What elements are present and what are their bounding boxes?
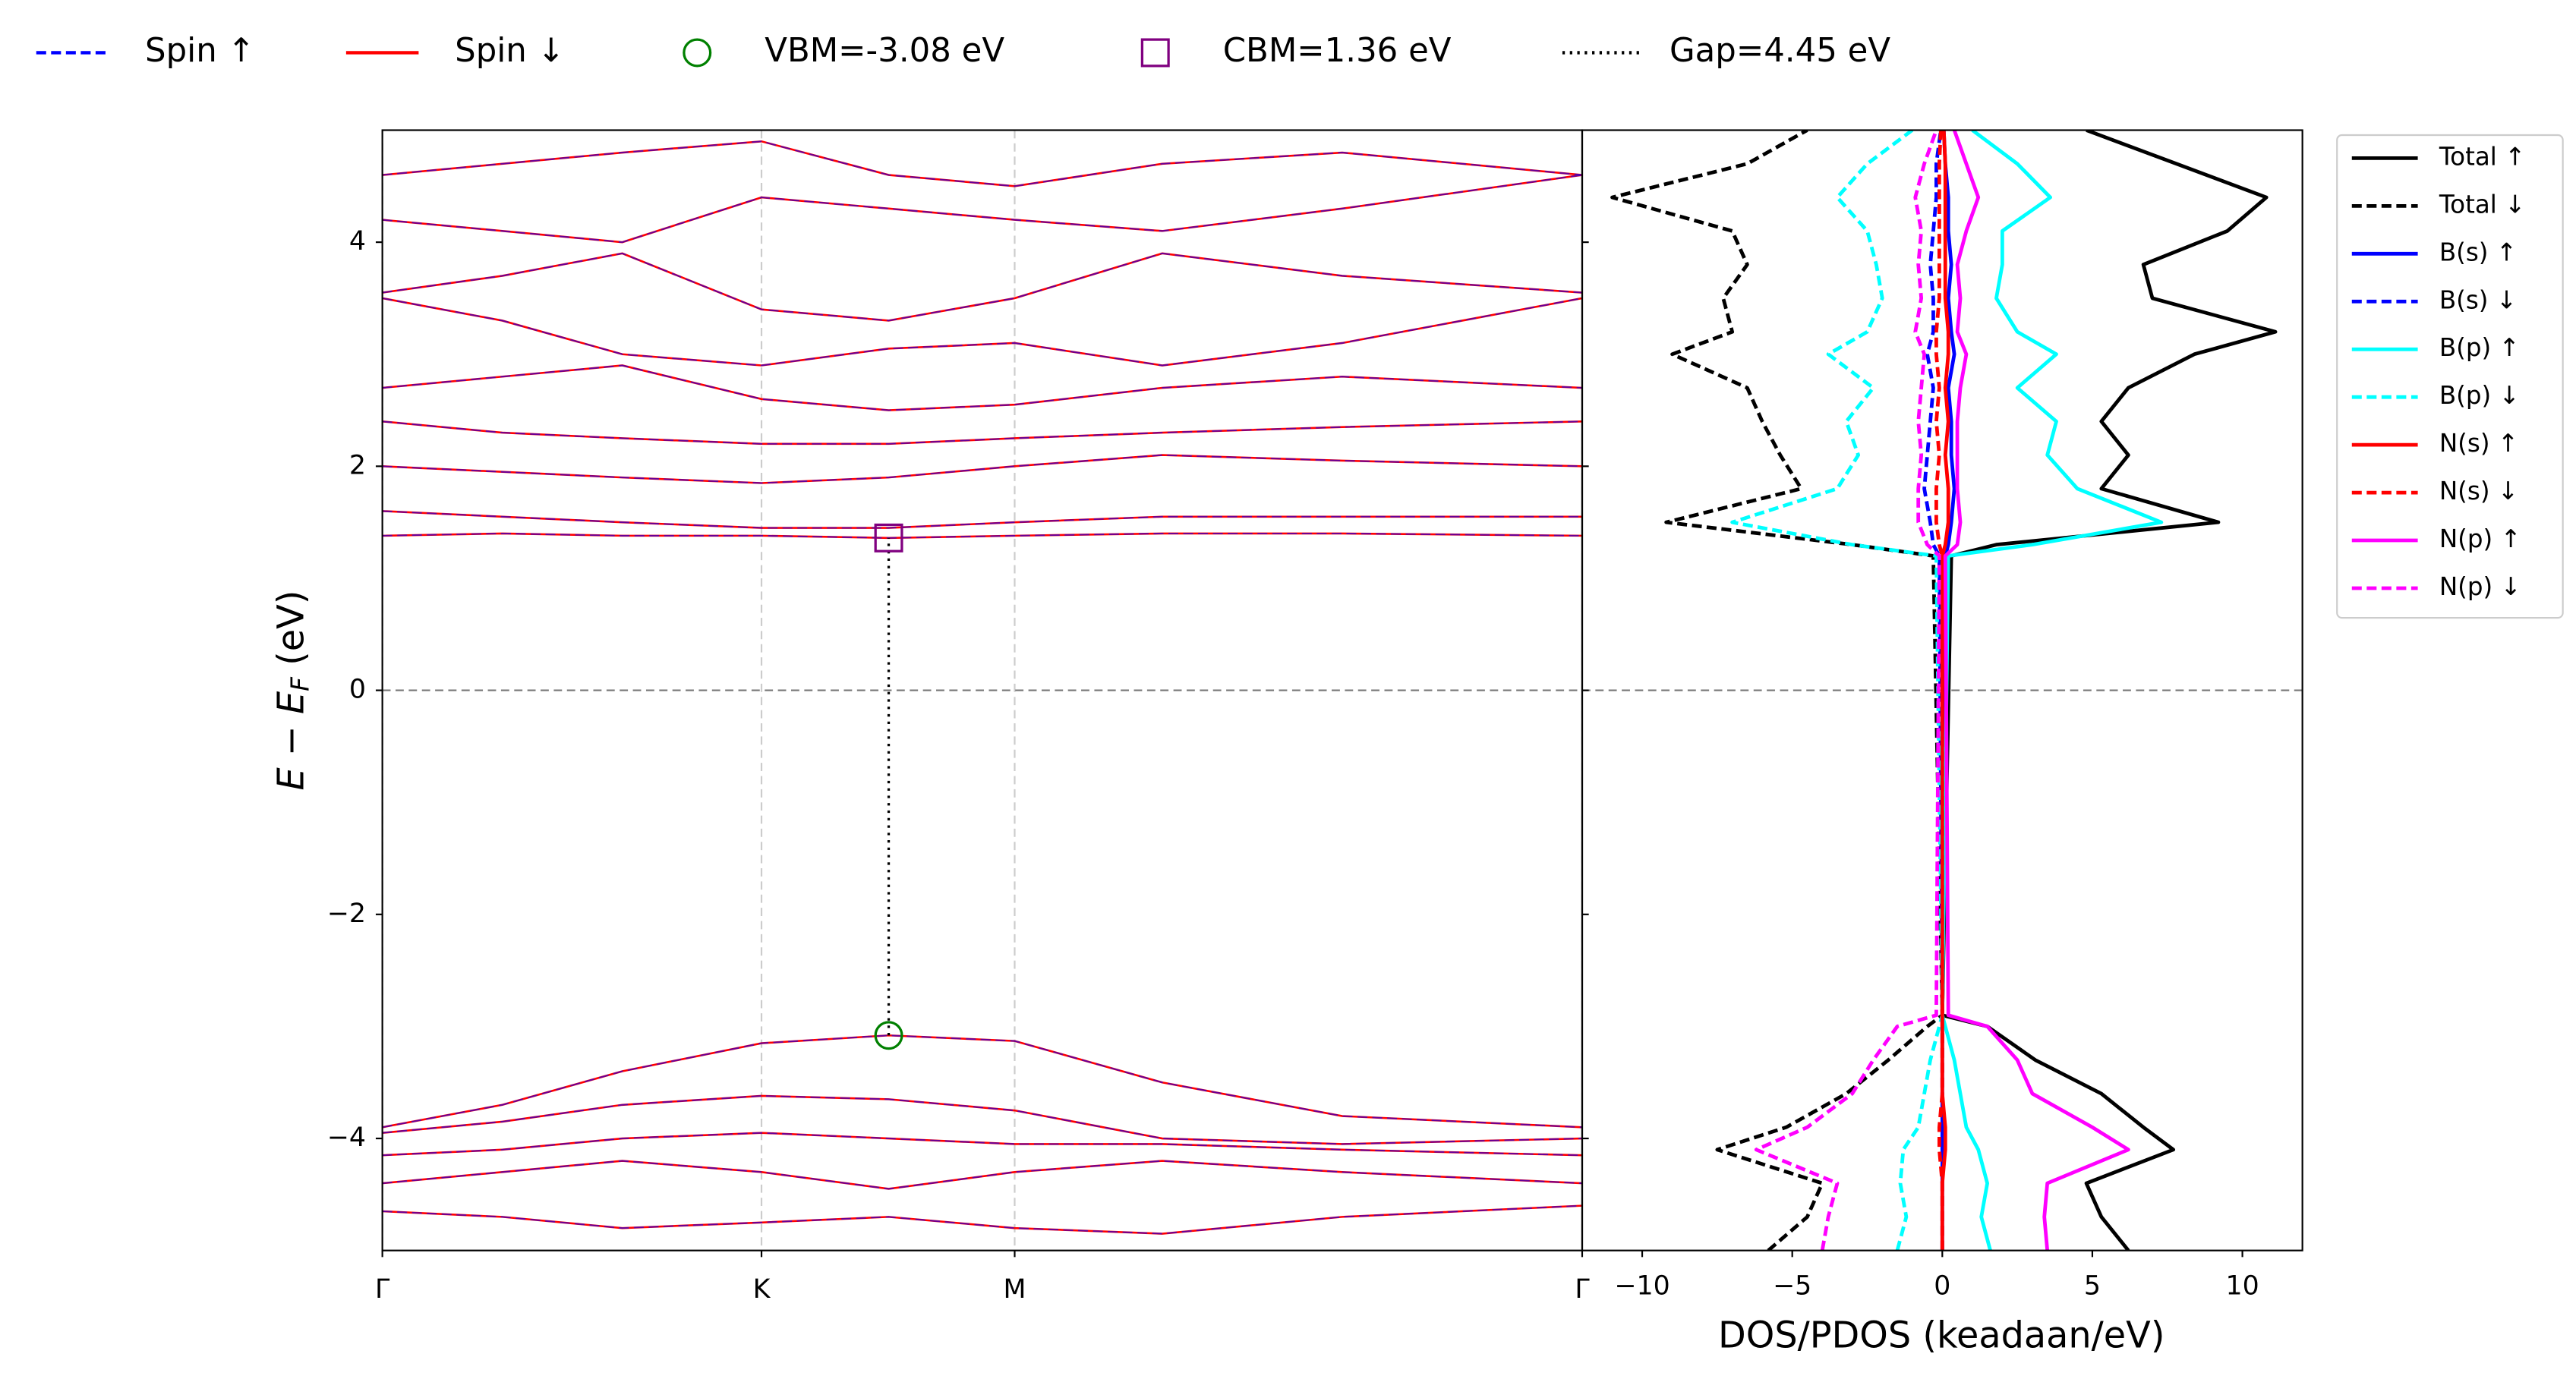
legend-label: N(p) ↑	[2439, 524, 2521, 553]
legend-box	[2336, 134, 2564, 619]
y-axis-label: E − EF (eV)	[270, 590, 314, 791]
band-line	[382, 420, 1582, 445]
band-line	[382, 174, 1582, 244]
dos-line	[1940, 130, 2278, 1251]
legend-label: B(s) ↑	[2439, 238, 2517, 266]
legend-label: Gap=4.45 eV	[1670, 32, 1890, 70]
x-tick-label: Γ	[1575, 1274, 1590, 1305]
y-tick-label: 2	[349, 450, 366, 480]
y-tick-label: 0	[349, 675, 366, 705]
dos-line	[1610, 130, 1944, 1251]
band-line	[382, 364, 1582, 411]
band-line	[382, 297, 1582, 367]
y-tick-label: 4	[349, 226, 366, 257]
legend-label: VBM=-3.08 eV	[765, 32, 1004, 70]
band-line	[382, 510, 1582, 529]
dos-line	[1943, 130, 2130, 1251]
x-tick-label: Γ	[375, 1274, 390, 1305]
x-tick-label: −5	[1773, 1270, 1811, 1301]
legend-label: N(s) ↓	[2439, 477, 2518, 505]
dos-line	[1922, 130, 1944, 1251]
band-line	[382, 1160, 1582, 1190]
band-line	[382, 140, 1582, 187]
legend-label: Total ↓	[2439, 190, 2526, 219]
band-plot-area	[382, 130, 1582, 1251]
band-line	[382, 420, 1582, 445]
legend-label: Spin ↓	[455, 32, 565, 70]
y-label-sub: F	[285, 676, 314, 691]
y-tick-label: −4	[327, 1122, 366, 1153]
vbm-marker	[874, 1021, 903, 1050]
band-line	[382, 1204, 1582, 1235]
legend-label: Total ↑	[2439, 142, 2526, 171]
dos-plot-area	[1581, 130, 2303, 1251]
band-line	[382, 1094, 1582, 1145]
dos-line	[1754, 130, 1941, 1251]
legend-swatch	[1140, 38, 1170, 68]
band-line	[382, 174, 1582, 244]
x-tick-label: K	[753, 1274, 771, 1305]
legend-label: B(p) ↓	[2439, 381, 2520, 410]
cbm-marker	[874, 523, 903, 553]
dos-line	[1940, 130, 2164, 1251]
legend-label: N(s) ↑	[2439, 429, 2518, 458]
y-label-main: E − E	[270, 691, 312, 791]
band-line	[382, 140, 1582, 187]
legend-label: B(s) ↓	[2439, 285, 2517, 314]
band-line	[382, 1204, 1582, 1235]
x-tick-label: 0	[1934, 1270, 1950, 1301]
band-line	[382, 364, 1582, 411]
legend-label: Spin ↑	[145, 32, 255, 70]
legend-label: N(p) ↓	[2439, 572, 2521, 601]
band-line	[382, 1132, 1582, 1157]
band-line	[382, 1094, 1582, 1145]
band-line	[382, 252, 1582, 322]
legend-swatch	[683, 38, 712, 68]
dos-line	[1934, 130, 1944, 1251]
y-label-unit: (eV)	[270, 590, 312, 677]
y-tick-label: −2	[327, 899, 366, 929]
band-line	[382, 1034, 1582, 1129]
x-tick-label: 5	[2084, 1270, 2101, 1301]
x-tick-label: −10	[1614, 1270, 1670, 1301]
x-tick-label: M	[1003, 1274, 1026, 1305]
band-line	[382, 252, 1582, 322]
x-tick-label: 10	[2225, 1270, 2259, 1301]
dos-line	[1940, 130, 1950, 1251]
legend-label: CBM=1.36 eV	[1223, 32, 1452, 70]
dos-line	[1730, 130, 1944, 1251]
band-line	[382, 454, 1582, 484]
legend-label: B(p) ↑	[2439, 333, 2520, 362]
x-axis-label: DOS/PDOS (keadaan/eV)	[1718, 1315, 2165, 1357]
